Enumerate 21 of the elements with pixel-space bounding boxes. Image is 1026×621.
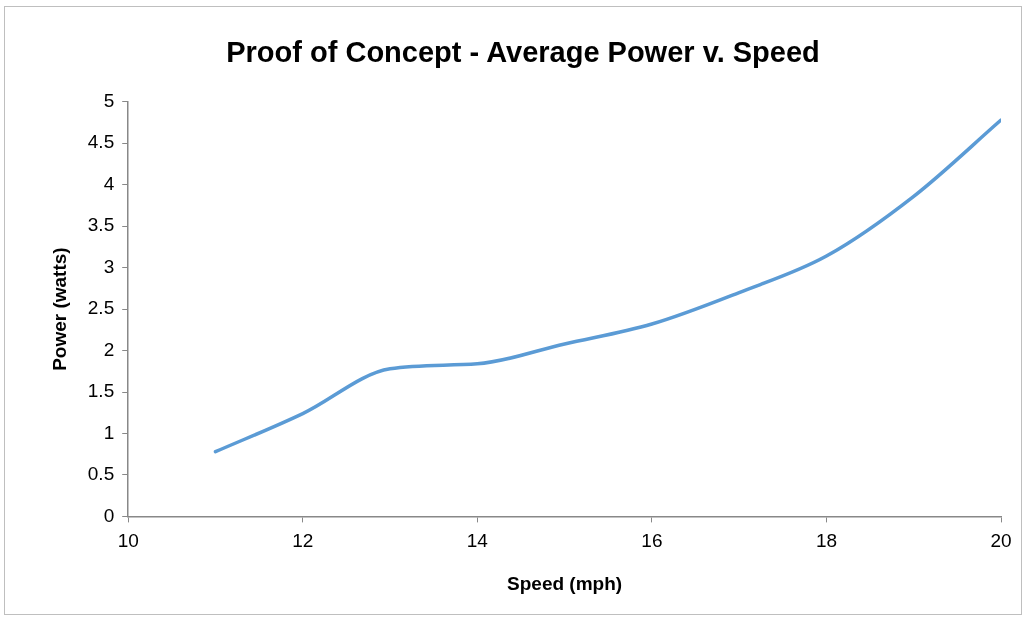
chart-title: Proof of Concept - Average Power v. Speed xyxy=(226,36,820,69)
x-tick-label: 14 xyxy=(466,530,489,552)
y-tick-label: 1.5 xyxy=(87,380,115,402)
y-tick-label: 0 xyxy=(103,504,115,526)
y-tick-label: 2 xyxy=(103,338,115,360)
y-tick-label: 3 xyxy=(103,255,115,277)
y-tick-label: 2.5 xyxy=(87,297,115,319)
x-tick-label: 20 xyxy=(990,530,1012,552)
y-tick-label: 3.5 xyxy=(87,214,115,236)
line-series xyxy=(213,118,1001,454)
x-tick-label: 18 xyxy=(815,530,838,552)
x-tick-label: 16 xyxy=(641,530,663,552)
x-tick-label: 10 xyxy=(117,530,139,552)
y-tick-label: 5 xyxy=(103,90,115,112)
x-tick-label: 12 xyxy=(292,530,314,552)
y-tick-label: 4 xyxy=(103,172,115,194)
y-axis-title: Power (watts) xyxy=(48,247,70,371)
y-tick-label: 0.5 xyxy=(87,463,115,485)
y-tick-label: 4.5 xyxy=(87,131,115,153)
y-tick-label: 1 xyxy=(103,421,115,443)
x-axis-title: Speed (mph) xyxy=(507,572,623,594)
